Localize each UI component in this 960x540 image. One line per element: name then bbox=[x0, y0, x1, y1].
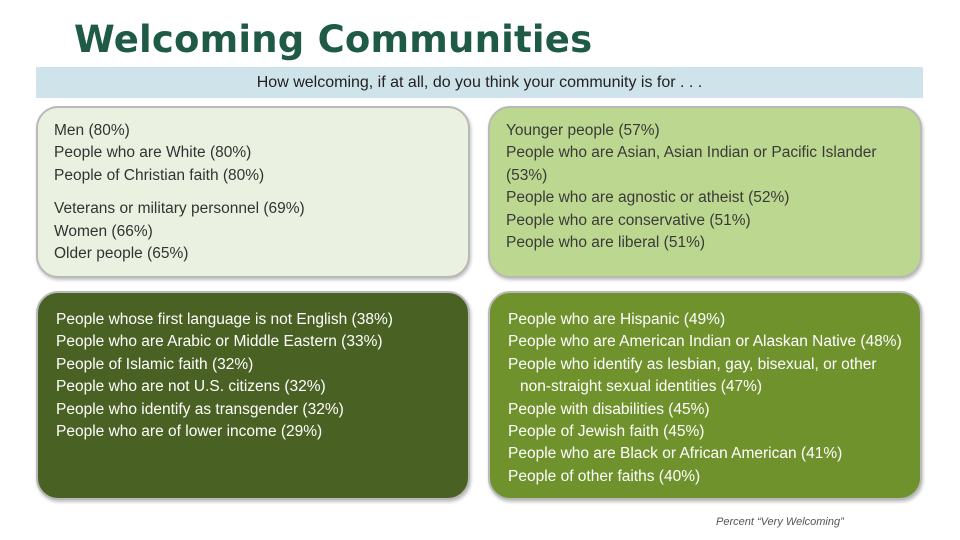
list-item: People who are American Indian or Alaska… bbox=[508, 333, 902, 351]
list-item: People who are Arabic or Middle Eastern … bbox=[56, 333, 383, 351]
list-item: Veterans or military personnel (69%) bbox=[54, 200, 305, 218]
page-title: Welcoming Communities bbox=[74, 18, 593, 61]
list-item: non-straight sexual identities (47%) bbox=[520, 378, 763, 396]
list-item: Older people (65%) bbox=[54, 245, 189, 263]
list-item: People of Islamic faith (32%) bbox=[56, 355, 254, 373]
list-item: People who are not U.S. citizens (32%) bbox=[56, 378, 326, 396]
group-box-less-welcoming bbox=[488, 291, 922, 500]
list-item: People of Jewish faith (45%) bbox=[508, 423, 705, 441]
group-list-top-left: Men (80%) People who are White (80%) Peo… bbox=[54, 120, 305, 265]
list-item: People of other faiths (40%) bbox=[508, 467, 701, 485]
list-item: People who identify as lesbian, gay, bis… bbox=[508, 355, 877, 373]
list-item: People who are Hispanic (49%) bbox=[508, 311, 726, 328]
question-banner: How welcoming, if at all, do you think y… bbox=[36, 67, 923, 98]
group-box-least-welcoming bbox=[36, 291, 470, 500]
list-item: People who are conservative (51%) bbox=[506, 211, 751, 229]
list-item: People who are Asian, Asian Indian or Pa… bbox=[506, 144, 877, 184]
list-item: Younger people (57%) bbox=[506, 122, 660, 139]
question-text: How welcoming, if at all, do you think y… bbox=[256, 73, 703, 91]
list-item: People who are Black or African American… bbox=[508, 445, 843, 463]
list-item: Men (80%) bbox=[54, 122, 130, 139]
group-box-most-welcoming bbox=[36, 106, 470, 278]
list-item: People who are of lower income (29%) bbox=[56, 423, 323, 441]
list-item: Women (66%) bbox=[54, 222, 153, 240]
group-list-bottom-right: People who are Hispanic (49%) People who… bbox=[508, 309, 902, 488]
list-item: People who are White (80%) bbox=[54, 144, 252, 162]
list-item: People of Christian faith (80%) bbox=[54, 166, 265, 184]
group-list-bottom-left: People whose first language is not Engli… bbox=[56, 309, 393, 443]
list-item: People who are agnostic or atheist (52%) bbox=[506, 189, 790, 207]
list-item: People with disabilities (45%) bbox=[508, 400, 710, 418]
list-item: People whose first language is not Engli… bbox=[56, 311, 393, 328]
list-item: People who identify as transgender (32%) bbox=[56, 400, 344, 418]
group-list-top-right: Younger people (57%) People who are Asia… bbox=[506, 120, 906, 254]
footnote: Percent “Very Welcoming” bbox=[716, 516, 844, 528]
group-box-moderately-welcoming bbox=[488, 106, 922, 278]
list-item: People who are liberal (51%) bbox=[506, 234, 706, 252]
